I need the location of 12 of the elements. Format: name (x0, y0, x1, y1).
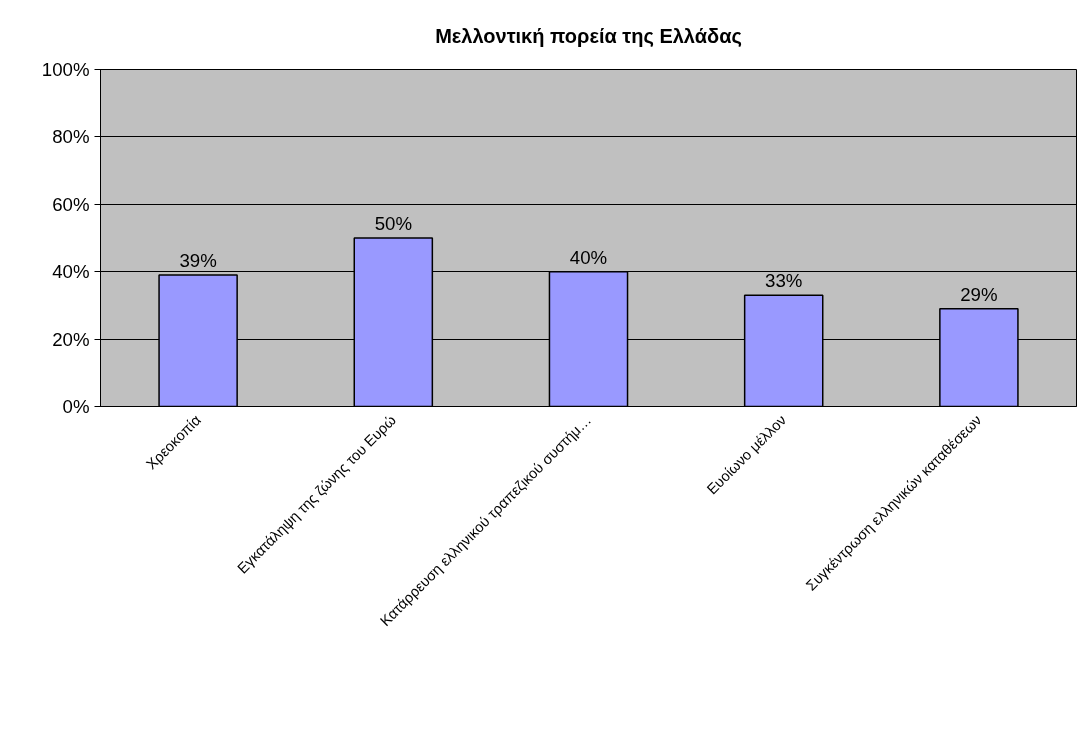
y-tick-label: 60% (52, 193, 90, 215)
y-tick-label: 40% (52, 261, 90, 283)
y-tick-label: 20% (52, 328, 90, 350)
y-tick-label: 80% (52, 126, 90, 148)
chart-title: Μελλοντική πορεία της Ελλάδας (435, 25, 742, 47)
y-tick-label: 0% (62, 396, 90, 417)
data-label: 29% (960, 283, 998, 305)
data-label: 40% (569, 246, 608, 268)
data-label: 50% (374, 213, 412, 234)
data-label: 33% (765, 270, 803, 292)
y-tick-label: 100% (41, 59, 90, 80)
data-label: 39% (179, 250, 217, 272)
